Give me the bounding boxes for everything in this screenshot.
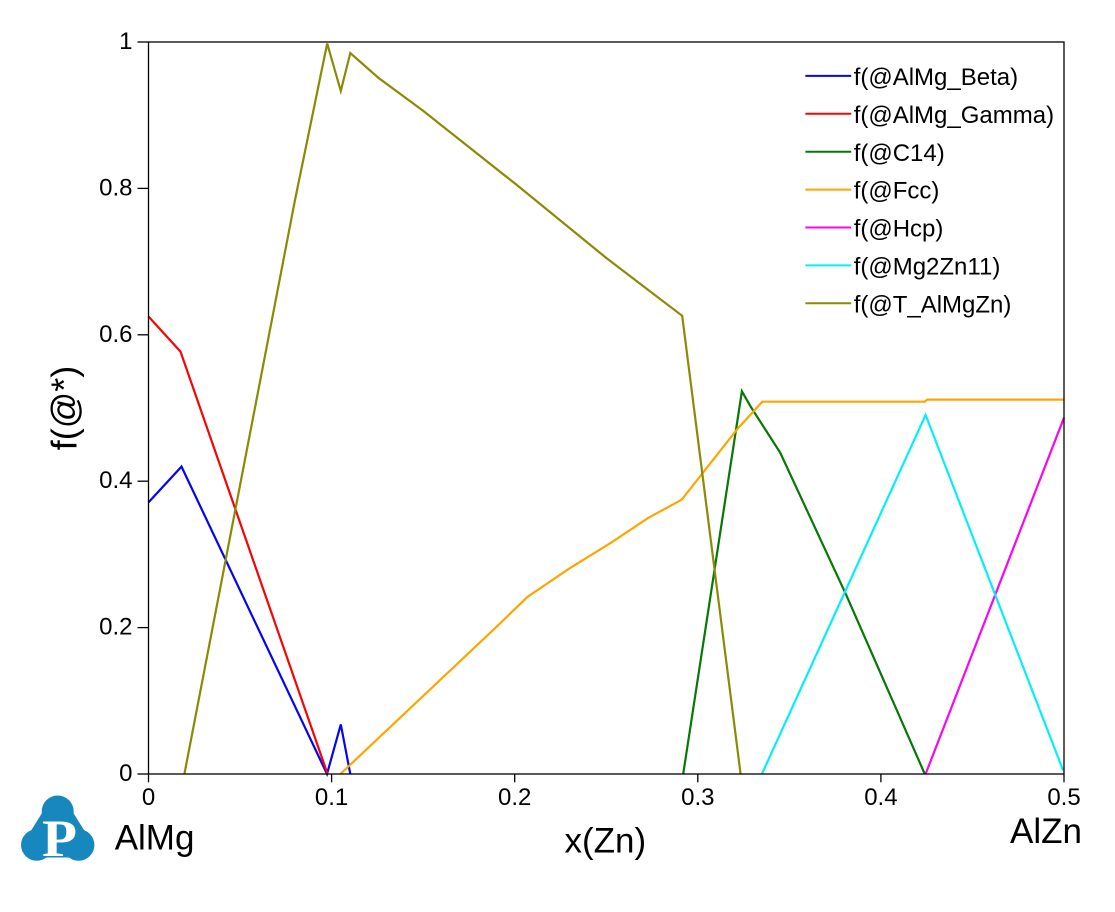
svg-text:x(Zn): x(Zn) bbox=[564, 822, 646, 861]
svg-text:0.2: 0.2 bbox=[498, 784, 531, 811]
svg-text:0: 0 bbox=[142, 784, 155, 811]
svg-text:AlZn: AlZn bbox=[1010, 812, 1082, 851]
svg-text:0.5: 0.5 bbox=[1047, 784, 1080, 811]
svg-text:f(@Mg2Zn11): f(@Mg2Zn11) bbox=[854, 254, 1001, 281]
svg-text:0.4: 0.4 bbox=[99, 467, 132, 494]
svg-text:f(@AlMg_Gamma): f(@AlMg_Gamma) bbox=[854, 102, 1054, 129]
svg-text:1: 1 bbox=[119, 28, 132, 55]
svg-text:f(@*): f(@*) bbox=[44, 366, 85, 451]
svg-text:0.4: 0.4 bbox=[864, 784, 897, 811]
svg-text:f(@C14): f(@C14) bbox=[854, 140, 945, 167]
svg-text:P: P bbox=[42, 810, 77, 868]
svg-text:f(@Fcc): f(@Fcc) bbox=[854, 178, 940, 205]
svg-text:f(@T_AlMgZn): f(@T_AlMgZn) bbox=[854, 291, 1012, 318]
svg-text:0.6: 0.6 bbox=[99, 321, 132, 348]
svg-text:AlMg: AlMg bbox=[115, 819, 195, 858]
svg-text:0: 0 bbox=[119, 760, 132, 787]
svg-text:f(@AlMg_Beta): f(@AlMg_Beta) bbox=[854, 64, 1018, 91]
svg-text:0.2: 0.2 bbox=[99, 614, 132, 641]
svg-text:0.1: 0.1 bbox=[315, 784, 348, 811]
svg-text:0.3: 0.3 bbox=[681, 784, 714, 811]
svg-text:0.8: 0.8 bbox=[99, 174, 132, 201]
svg-text:f(@Hcp): f(@Hcp) bbox=[854, 216, 944, 243]
